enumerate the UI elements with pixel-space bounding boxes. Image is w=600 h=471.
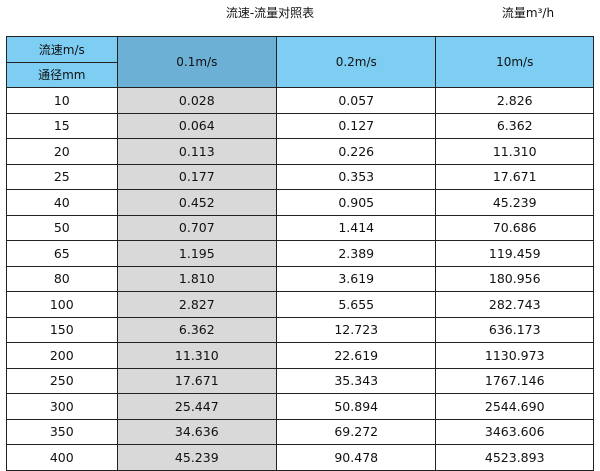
table-row: 150 6.362 12.723 636.173: [6, 316, 594, 343]
header-row-2: 通径mm: [6, 61, 594, 88]
diameter-cell: 400: [6, 444, 118, 471]
flow-cell: 2544.690: [435, 393, 594, 420]
flow-cell: 0.905: [276, 189, 437, 216]
flow-cell: 35.343: [276, 367, 437, 394]
diameter-cell: 10: [6, 87, 118, 114]
flow-cell: 90.478: [276, 444, 437, 471]
diameter-cell: 150: [6, 316, 118, 343]
table-row: 80 1.810 3.619 180.956: [6, 265, 594, 292]
table-row: 300 25.447 50.894 2544.690: [6, 393, 594, 420]
flow-cell: 1.195: [116, 240, 278, 267]
flow-cell: 34.636: [116, 418, 278, 445]
unit-label: 流量m³/h: [501, 6, 555, 20]
header-row: 流速m/s 0.1m/s 0.2m/s 10m/s: [6, 36, 594, 88]
header-diameter: 通径mm: [6, 61, 118, 88]
flow-cell: 6.362: [435, 112, 594, 139]
table-row: 350 34.636 69.272 3463.606: [6, 418, 594, 445]
header-velocity: 流速m/s: [6, 36, 118, 63]
diameter-cell: 350: [6, 418, 118, 445]
diameter-cell: 250: [6, 367, 118, 394]
flow-cell: 50.894: [276, 393, 437, 420]
flow-cell: 0.057: [276, 87, 437, 114]
flow-cell: 0.113: [116, 138, 278, 165]
flow-cell: 0.452: [116, 189, 278, 216]
diameter-cell: 65: [6, 240, 118, 267]
diameter-cell: 40: [6, 189, 118, 216]
flow-cell: 70.686: [435, 214, 594, 241]
diameter-cell: 100: [6, 291, 118, 318]
flow-cell: 11.310: [116, 342, 278, 369]
flow-rate-table: 流速m/s 0.1m/s 0.2m/s 10m/s 通径mm 10 0.028 0.…: [6, 36, 594, 471]
diameter-cell: 20: [6, 138, 118, 165]
header-col-0: 0.1m/s: [116, 36, 278, 88]
diameter-cell: 200: [6, 342, 118, 369]
flow-cell: 3.619: [276, 265, 437, 292]
table-row: 400 45.239 90.478 4523.893: [6, 444, 594, 471]
table-row: 200 11.310 22.619 1130.973: [6, 342, 594, 369]
flow-cell: 282.743: [435, 291, 594, 318]
flow-cell: 17.671: [116, 367, 278, 394]
flow-cell: 2.389: [276, 240, 437, 267]
flow-cell: 1130.973: [435, 342, 594, 369]
flow-cell: 0.064: [116, 112, 278, 139]
table-row: 65 1.195 2.389 119.459: [6, 240, 594, 267]
table-title: 流速-流量对照表: [225, 6, 315, 20]
flow-cell: 45.239: [116, 444, 278, 471]
flow-cell: 17.671: [435, 163, 594, 190]
flow-cell: 45.239: [435, 189, 594, 216]
flow-cell: 180.956: [435, 265, 594, 292]
header-col-2: 10m/s: [435, 36, 594, 88]
diameter-cell: 50: [6, 214, 118, 241]
table-row: 20 0.113 0.226 11.310: [6, 138, 594, 165]
flow-cell: 1.810: [116, 265, 278, 292]
flow-cell: 6.362: [116, 316, 278, 343]
diameter-cell: 25: [6, 163, 118, 190]
flow-cell: 5.655: [276, 291, 437, 318]
flow-cell: 636.173: [435, 316, 594, 343]
flow-cell: 4523.893: [435, 444, 594, 471]
flow-cell: 0.127: [276, 112, 437, 139]
flow-cell: 119.459: [435, 240, 594, 267]
flow-cell: 3463.606: [435, 418, 594, 445]
flow-cell: 2.827: [116, 291, 278, 318]
flow-cell: 0.028: [116, 87, 278, 114]
table-row: 15 0.064 0.127 6.362: [6, 112, 594, 139]
flow-cell: 22.619: [276, 342, 437, 369]
table-row: 250 17.671 35.343 1767.146: [6, 367, 594, 394]
table-row: 50 0.707 1.414 70.686: [6, 214, 594, 241]
flow-cell: 0.226: [276, 138, 437, 165]
table-row: 100 2.827 5.655 282.743: [6, 291, 594, 318]
table-row: 40 0.452 0.905 45.239: [6, 189, 594, 216]
flow-cell: 11.310: [435, 138, 594, 165]
flow-cell: 1767.146: [435, 367, 594, 394]
diameter-cell: 15: [6, 112, 118, 139]
flow-cell: 25.447: [116, 393, 278, 420]
flow-cell: 69.272: [276, 418, 437, 445]
diameter-cell: 300: [6, 393, 118, 420]
table-row: 25 0.177 0.353 17.671: [6, 163, 594, 190]
diameter-cell: 80: [6, 265, 118, 292]
table-row: 10 0.028 0.057 2.826: [6, 87, 594, 114]
flow-cell: 0.707: [116, 214, 278, 241]
flow-cell: 0.177: [116, 163, 278, 190]
flow-cell: 1.414: [276, 214, 437, 241]
flow-cell: 12.723: [276, 316, 437, 343]
flow-cell: 2.826: [435, 87, 594, 114]
flow-cell: 0.353: [276, 163, 437, 190]
header-col-1: 0.2m/s: [276, 36, 437, 88]
